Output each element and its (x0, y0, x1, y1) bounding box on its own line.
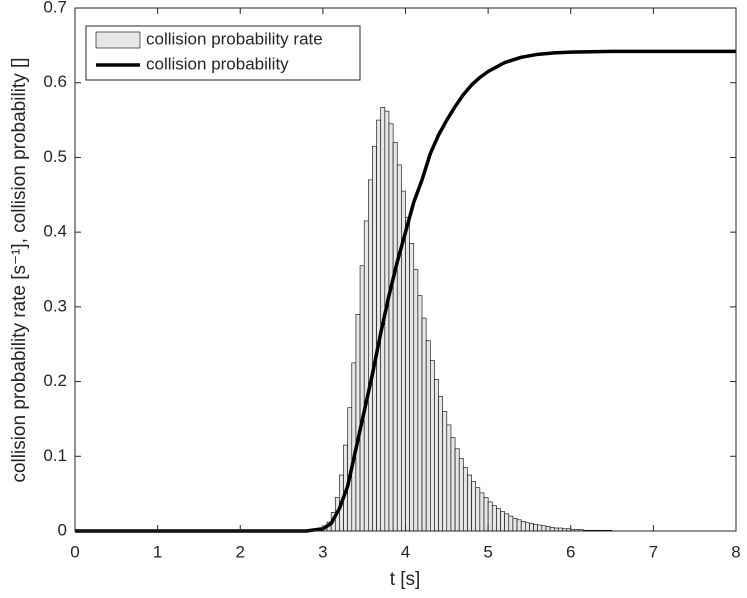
histogram-bar (450, 437, 456, 532)
histogram-bar (520, 520, 526, 532)
histogram-bar (479, 492, 485, 532)
histogram-bar (434, 379, 439, 532)
x-tick-label: 2 (236, 542, 245, 561)
x-tick-label: 7 (649, 542, 658, 561)
x-tick-label: 6 (566, 542, 575, 561)
x-tick-label: 0 (70, 542, 79, 561)
histogram-bar (446, 424, 452, 532)
histogram-bar (372, 145, 377, 532)
x-tick-label: 5 (483, 542, 492, 561)
y-tick-label: 0.1 (43, 446, 67, 465)
x-tick-label: 1 (153, 542, 162, 561)
histogram-bar (491, 505, 497, 532)
histogram-bar (475, 487, 481, 532)
histogram-bar (409, 243, 415, 532)
x-axis-label: t [s] (390, 569, 421, 590)
histogram-bar (384, 110, 390, 532)
histogram-bar (537, 524, 543, 532)
y-axis-label: collision probability rate [s⁻¹], collis… (9, 57, 30, 482)
histogram-bar (421, 317, 427, 532)
legend-label: collision probability (146, 54, 289, 73)
x-tick-label: 3 (318, 542, 327, 561)
y-tick-label: 0.5 (43, 147, 67, 166)
y-tick-label: 0.7 (43, 0, 67, 16)
histogram-bar (483, 497, 489, 532)
histogram-bar (425, 340, 431, 532)
x-tick-label: 8 (731, 542, 740, 561)
histogram-bar (392, 142, 398, 532)
histogram-bar (388, 123, 394, 532)
y-tick-label: 0.4 (43, 222, 67, 241)
histogram-bar (429, 360, 435, 532)
legend-swatch (95, 31, 141, 49)
histogram-bar (463, 467, 468, 532)
histogram-bar (500, 511, 505, 532)
histogram-bar (442, 411, 448, 532)
y-tick-label: 0.3 (43, 296, 67, 315)
histogram-bar (355, 314, 361, 532)
x-tick-label: 4 (401, 542, 410, 561)
histogram-bar (545, 526, 551, 532)
histogram-bar (549, 526, 555, 532)
histogram-bar (529, 523, 534, 532)
y-tick-label: 0.6 (43, 72, 67, 91)
line (75, 49, 736, 533)
histogram-bar (405, 216, 410, 532)
histogram-bar (471, 481, 477, 532)
histogram-bar (376, 119, 382, 532)
histogram-bar (458, 458, 464, 532)
y-tick-label: 0 (58, 520, 67, 539)
histogram-bar (467, 474, 472, 532)
histogram-bar (533, 523, 538, 532)
histogram-bar (359, 265, 365, 532)
histogram-bar (413, 269, 419, 532)
histogram-bar (438, 396, 443, 532)
histogram-bar (525, 522, 530, 532)
histogram-bar (541, 525, 547, 532)
histogram-bar (396, 164, 402, 532)
histogram-bar (508, 515, 514, 532)
histogram-bar (454, 448, 460, 532)
histogram-bar (516, 519, 522, 532)
histogram-bar (496, 508, 501, 532)
histogram-bar (417, 295, 423, 532)
legend-label: collision probability rate (146, 29, 323, 48)
histogram-bar (487, 501, 493, 532)
histogram-bar (363, 220, 369, 532)
y-tick-label: 0.2 (43, 371, 67, 390)
histogram-bar (368, 179, 373, 532)
histogram-bar (504, 513, 510, 532)
histogram-bar (512, 517, 518, 532)
